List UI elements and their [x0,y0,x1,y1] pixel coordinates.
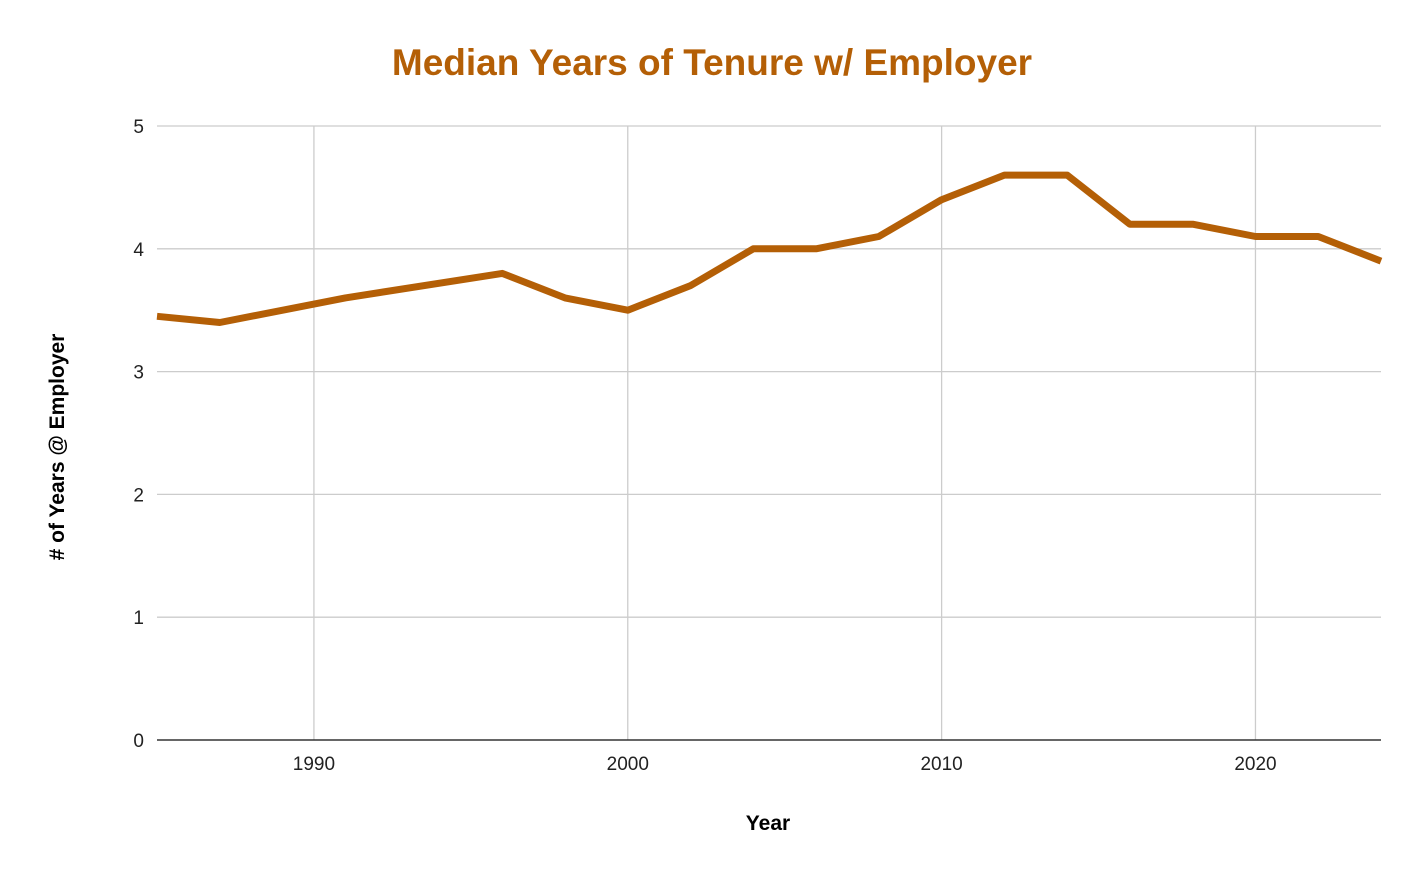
y-axis-title: # of Years @ Employer [46,334,69,561]
chart-title: Median Years of Tenure w/ Employer [392,42,1032,83]
x-tick-label: 2010 [920,754,962,775]
y-tick-label: 2 [133,485,144,506]
grid-lines [157,125,1381,741]
y-tick-label: 4 [133,240,144,261]
tick-labels: 0 1 2 3 4 5 1990 2000 2010 2020 [133,117,1276,775]
x-axis-title: Year [746,812,790,835]
x-tick-label: 2000 [607,754,649,775]
y-tick-label: 5 [133,117,144,138]
y-tick-label: 0 [133,731,144,752]
series-group [156,171,1383,326]
y-tick-label: 3 [133,363,144,384]
x-tick-label: 1990 [293,754,335,775]
series-line [156,171,1383,326]
y-tick-label: 1 [133,608,144,629]
x-tick-label: 2020 [1234,754,1276,775]
